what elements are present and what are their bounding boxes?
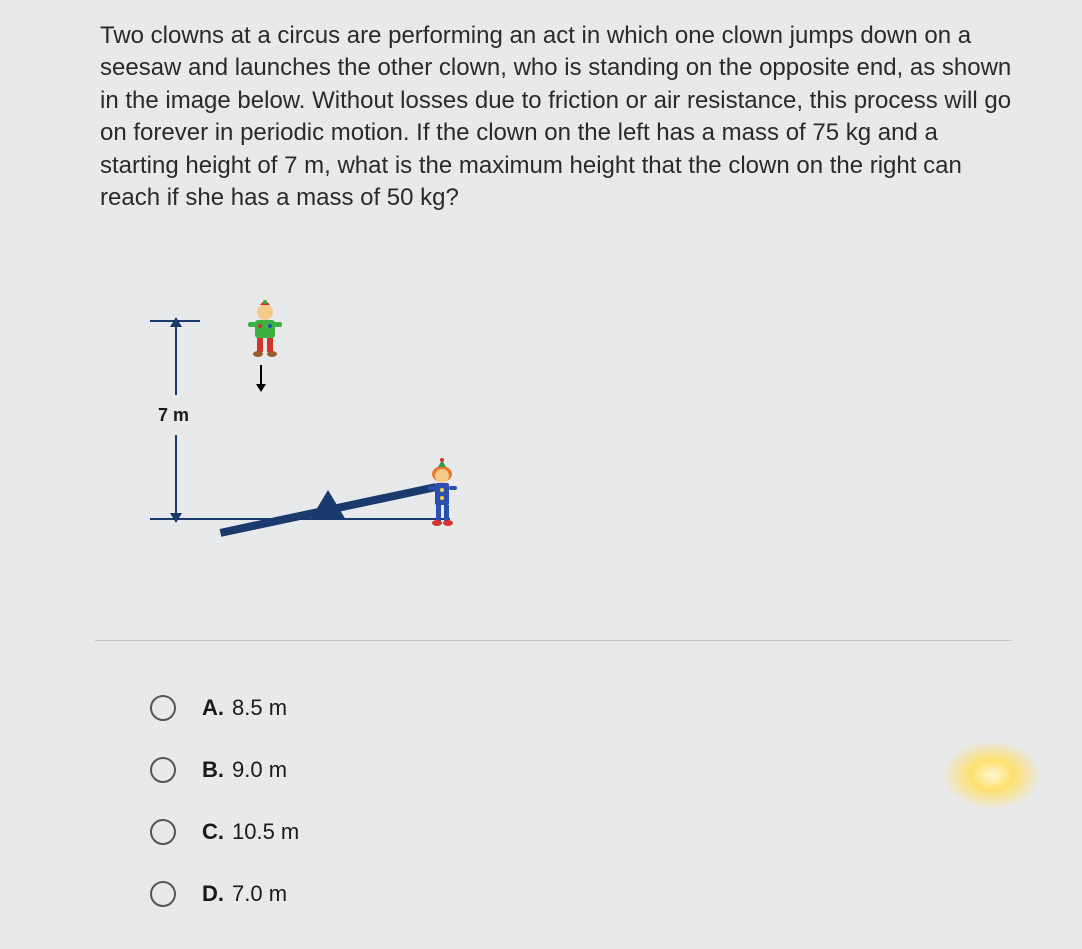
option-b[interactable]: B. 9.0 m — [150, 757, 299, 783]
height-marker: 7 m — [150, 320, 210, 520]
answer-options: A. 8.5 m B. 9.0 m C. 10.5 m D. 7.0 m — [150, 695, 299, 943]
option-letter: A. — [202, 695, 224, 721]
divider — [95, 640, 1012, 641]
radio-icon[interactable] — [150, 757, 176, 783]
clown-left-icon — [240, 300, 290, 360]
option-c[interactable]: C. 10.5 m — [150, 819, 299, 845]
height-label: 7 m — [158, 405, 189, 426]
option-d[interactable]: D. 7.0 m — [150, 881, 299, 907]
fulcrum-icon — [310, 490, 346, 520]
height-vertical-bottom — [175, 435, 177, 520]
option-text: 7.0 m — [232, 881, 287, 907]
camera-glare — [942, 740, 1042, 810]
option-letter: D. — [202, 881, 224, 907]
radio-icon[interactable] — [150, 881, 176, 907]
option-text: 10.5 m — [232, 819, 299, 845]
option-text: 9.0 m — [232, 757, 287, 783]
option-letter: B. — [202, 757, 224, 783]
question-text: Two clowns at a circus are performing an… — [100, 20, 1022, 214]
seesaw-diagram: 7 m — [140, 300, 490, 560]
option-a[interactable]: A. 8.5 m — [150, 695, 299, 721]
height-vertical-top — [175, 320, 177, 395]
clown-right-icon — [420, 458, 465, 528]
radio-icon[interactable] — [150, 695, 176, 721]
option-letter: C. — [202, 819, 224, 845]
option-text: 8.5 m — [232, 695, 287, 721]
drop-arrow-icon — [260, 365, 262, 387]
radio-icon[interactable] — [150, 819, 176, 845]
